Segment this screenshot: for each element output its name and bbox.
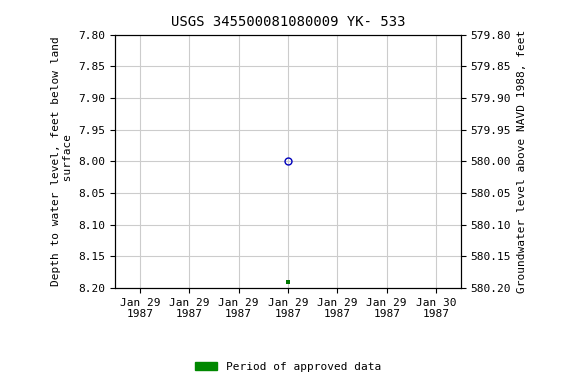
- Legend: Period of approved data: Period of approved data: [191, 358, 385, 377]
- Y-axis label: Groundwater level above NAVD 1988, feet: Groundwater level above NAVD 1988, feet: [517, 30, 526, 293]
- Y-axis label: Depth to water level, feet below land
 surface: Depth to water level, feet below land su…: [51, 36, 73, 286]
- Title: USGS 345500081080009 YK- 533: USGS 345500081080009 YK- 533: [170, 15, 406, 29]
